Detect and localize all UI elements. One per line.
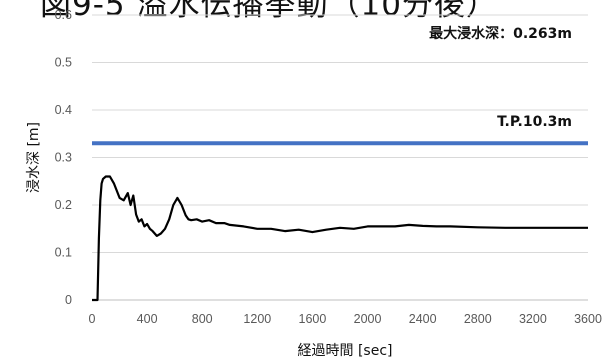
x-tick-labels: 0 400 800 1200 1600 2000 2400 2800 3200 3600 xyxy=(89,312,602,326)
x-tick-label: 0 xyxy=(89,312,96,326)
y-tick-label: 0.5 xyxy=(55,56,72,70)
y-tick-label: 0.4 xyxy=(55,103,72,117)
y-tick-label: 0.1 xyxy=(55,246,72,260)
y-tick-label: 0.6 xyxy=(55,8,72,22)
x-tick-label: 1200 xyxy=(243,312,271,326)
y-tick-labels: 0 0.1 0.2 0.3 0.4 0.5 0.6 xyxy=(55,8,72,307)
y-axis-title: 浸水深 [m] xyxy=(26,122,42,193)
y-tick-label: 0.3 xyxy=(55,151,72,165)
x-axis-title: 経過時間 [sec] xyxy=(298,343,393,359)
x-tick-label: 2800 xyxy=(464,312,492,326)
max-depth-annotation: 最大浸水深：0.263m xyxy=(429,25,572,42)
series-line xyxy=(92,175,588,302)
y-tick-label: 0.2 xyxy=(55,198,72,212)
x-tick-label: 800 xyxy=(192,312,213,326)
y-tick-label: 0 xyxy=(65,293,72,307)
x-tick-label: 1600 xyxy=(299,312,327,326)
reference-annotation: T.P.10.3m xyxy=(497,114,572,130)
x-tick-label: 400 xyxy=(137,312,158,326)
x-tick-label: 2400 xyxy=(409,312,437,326)
x-tick-label: 2000 xyxy=(354,312,382,326)
x-tick-label: 3200 xyxy=(519,312,547,326)
chart-title: 図9-5 溢水伝播挙動（10分後） xyxy=(40,0,498,23)
x-tick-label: 3600 xyxy=(574,312,602,326)
grid-lines xyxy=(92,14,588,301)
